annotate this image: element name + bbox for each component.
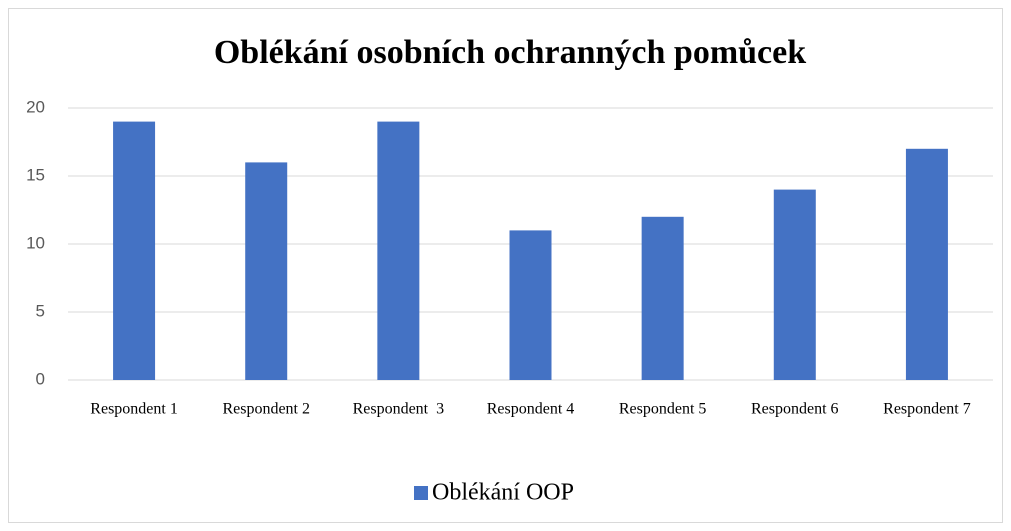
bar	[905, 148, 948, 380]
legend-swatch	[414, 486, 428, 500]
y-tick-label: 5	[36, 301, 45, 320]
y-tick-label: 0	[36, 369, 45, 388]
bar	[641, 216, 684, 380]
y-tick-label: 15	[26, 165, 45, 184]
x-tick-label: Respondent 1	[90, 401, 178, 418]
y-tick-label: 20	[26, 97, 45, 116]
x-tick-label: Respondent 4	[487, 401, 575, 418]
bar	[113, 121, 156, 380]
chart-title: Oblékání osobních ochranných pomůcek	[214, 34, 806, 71]
x-tick-label: Respondent 5	[619, 401, 707, 418]
x-tick-label: Respondent 7	[883, 401, 971, 418]
x-tick-label: Respondent 6	[751, 401, 839, 418]
x-tick-label: Respondent 2	[222, 401, 310, 418]
bar	[773, 189, 816, 380]
x-tick-label: Respondent 3	[353, 401, 445, 418]
legend-label: Oblékání OOP	[432, 480, 574, 506]
chart-border	[8, 8, 1003, 523]
bar	[245, 162, 288, 380]
bar	[377, 121, 420, 380]
y-tick-label: 10	[26, 233, 45, 252]
bar	[509, 230, 552, 380]
